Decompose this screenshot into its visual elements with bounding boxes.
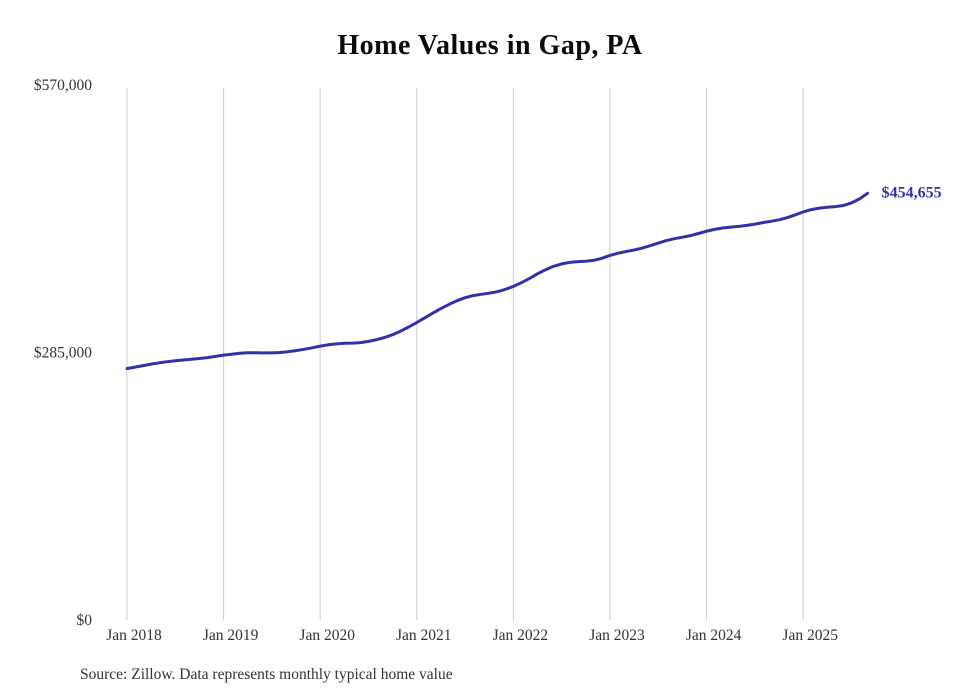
source-note: Source: Zillow. Data represents monthly … (80, 666, 453, 683)
x-axis-tick-label: Jan 2020 (299, 627, 355, 644)
end-value-label: $454,655 (882, 184, 942, 201)
home-value-line (125, 191, 870, 370)
x-axis-tick-label: Jan 2021 (396, 627, 452, 644)
x-axis-tick-label: Jan 2019 (203, 627, 259, 644)
x-axis-tick-label: Jan 2023 (589, 627, 645, 644)
x-axis-tick-label: Jan 2022 (493, 627, 549, 644)
x-axis-tick-label: Jan 2025 (782, 627, 838, 644)
chart-title: Home Values in Gap, PA (337, 30, 643, 61)
y-axis-tick-label: $285,000 (34, 345, 92, 362)
x-axis-tick-label: Jan 2018 (106, 627, 162, 644)
x-axis-tick-label: Jan 2024 (686, 627, 742, 644)
y-axis-tick-label: $570,000 (34, 77, 92, 94)
y-axis-tick-label: $0 (77, 612, 93, 629)
